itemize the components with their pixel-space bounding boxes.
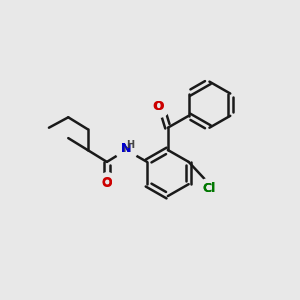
Text: Cl: Cl	[203, 182, 216, 195]
Text: O: O	[154, 100, 164, 113]
Text: Cl: Cl	[203, 182, 216, 194]
Text: O: O	[153, 100, 163, 112]
Text: N: N	[121, 142, 131, 155]
Text: O: O	[102, 176, 112, 189]
Text: O: O	[102, 177, 112, 190]
Text: H: H	[126, 140, 134, 150]
Text: H: H	[122, 144, 130, 154]
Text: N: N	[121, 142, 131, 155]
